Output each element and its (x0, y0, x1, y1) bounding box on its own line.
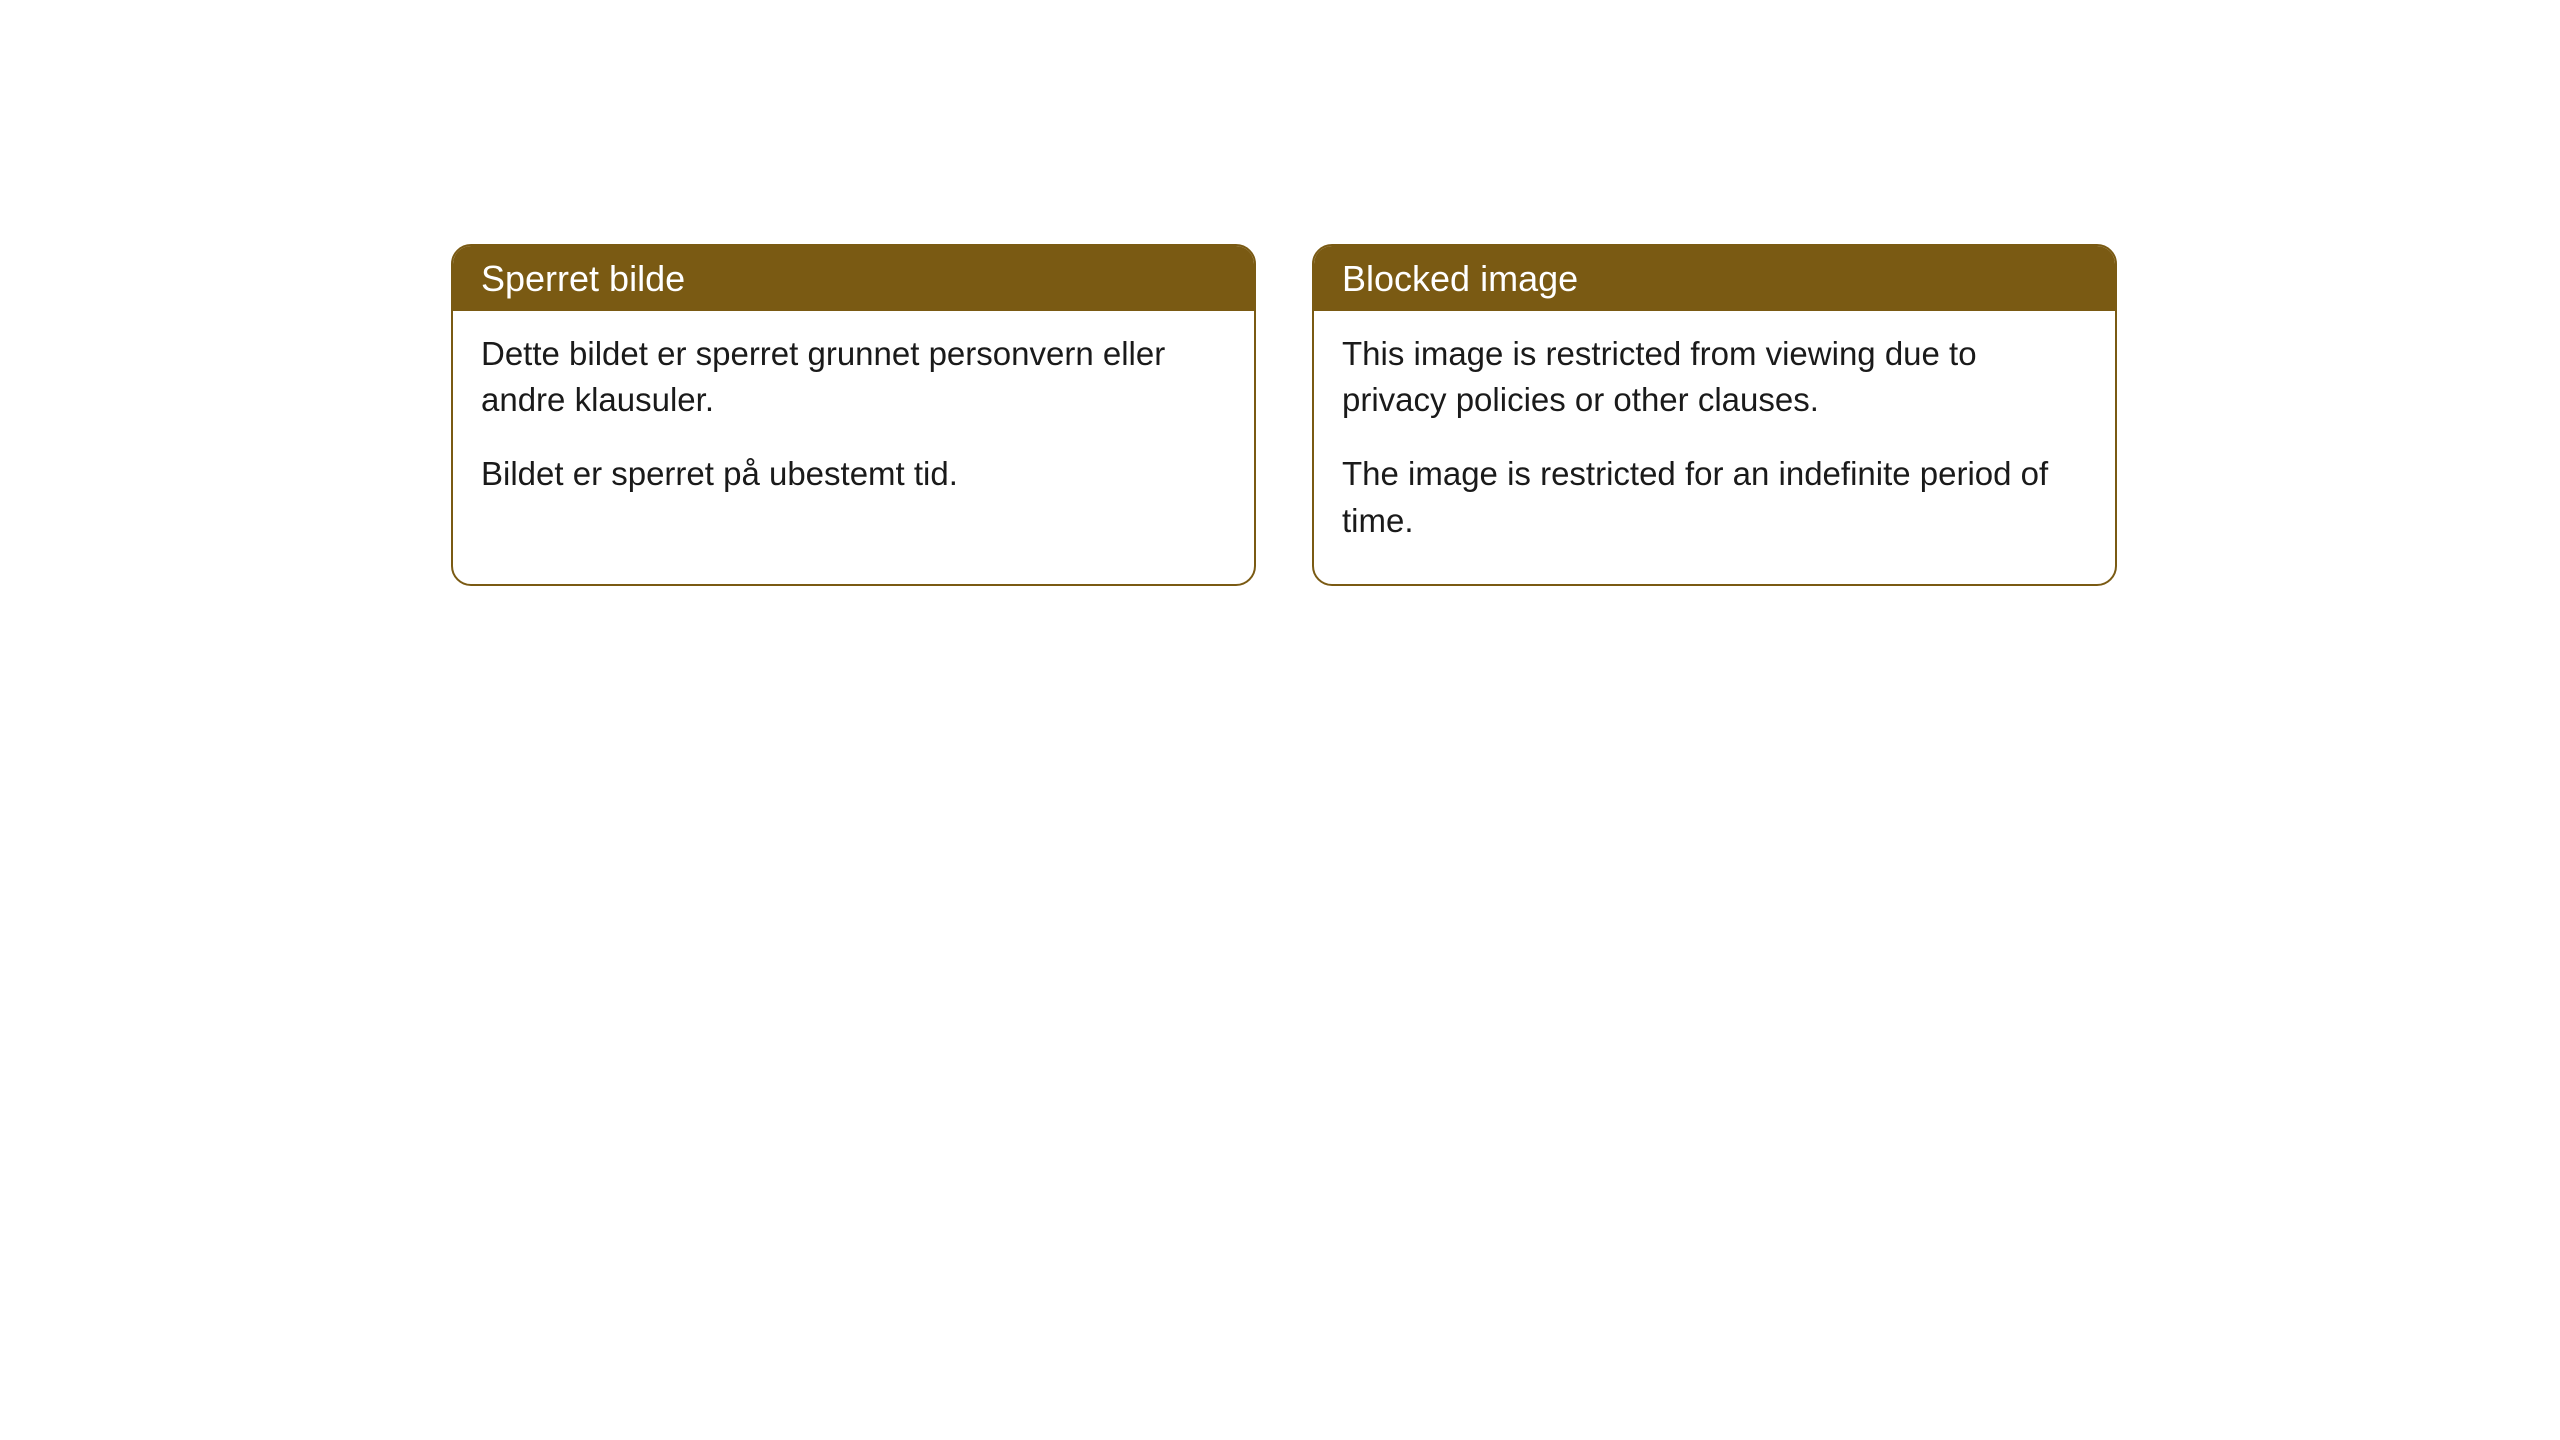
notice-container: Sperret bilde Dette bildet er sperret gr… (451, 244, 2117, 586)
card-body: This image is restricted from viewing du… (1314, 311, 2115, 584)
card-paragraph: Bildet er sperret på ubestemt tid. (481, 451, 1226, 497)
card-title: Blocked image (1342, 258, 1578, 299)
card-header: Blocked image (1314, 246, 2115, 311)
card-paragraph: This image is restricted from viewing du… (1342, 331, 2087, 423)
card-paragraph: Dette bildet er sperret grunnet personve… (481, 331, 1226, 423)
notice-card-english: Blocked image This image is restricted f… (1312, 244, 2117, 586)
card-paragraph: The image is restricted for an indefinit… (1342, 451, 2087, 543)
notice-card-norwegian: Sperret bilde Dette bildet er sperret gr… (451, 244, 1256, 586)
card-body: Dette bildet er sperret grunnet personve… (453, 311, 1254, 538)
card-header: Sperret bilde (453, 246, 1254, 311)
card-title: Sperret bilde (481, 258, 685, 299)
